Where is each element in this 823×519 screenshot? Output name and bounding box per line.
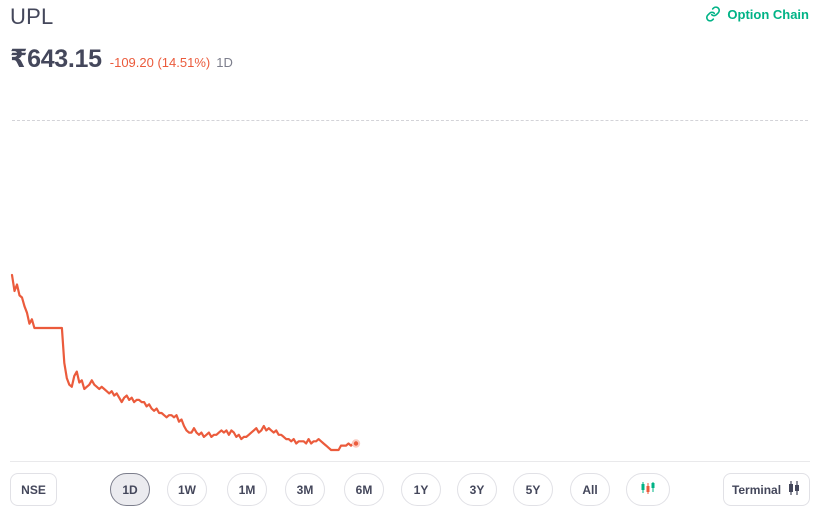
chart-controls: NSE 1D 1W 1M 3M 6M 1Y 3Y 5Y All Terminal	[0, 473, 823, 507]
range-button-1m[interactable]: 1M	[227, 473, 267, 506]
price-change: -109.20 (14.51%)	[109, 55, 211, 70]
range-button-all[interactable]: All	[570, 473, 610, 506]
price-line	[10, 273, 358, 452]
candlestick-icon	[640, 480, 656, 499]
chart-divider	[10, 461, 810, 462]
price-row: ₹643.15 -109.20 (14.51%) 1D	[10, 44, 233, 74]
option-chain-label: Option Chain	[727, 6, 809, 22]
option-chain-link[interactable]: Option Chain	[705, 6, 809, 22]
range-button-1y[interactable]: 1Y	[401, 473, 441, 506]
range-button-1d[interactable]: 1D	[110, 473, 150, 506]
terminal-label: Terminal	[731, 482, 782, 497]
candle-chart-button[interactable]	[626, 473, 670, 506]
range-button-3m[interactable]: 3M	[285, 473, 325, 506]
range-button-5y[interactable]: 5Y	[513, 473, 553, 506]
exchange-toggle[interactable]: NSE	[10, 473, 57, 506]
range-button-3y[interactable]: 3Y	[457, 473, 497, 506]
current-price: ₹643.15	[10, 45, 102, 73]
terminal-button[interactable]: Terminal	[723, 473, 810, 506]
range-button-6m[interactable]: 6M	[344, 473, 384, 506]
stock-title: UPL	[10, 4, 54, 29]
range-button-1w[interactable]: 1W	[167, 473, 207, 506]
price-chart[interactable]	[0, 125, 823, 460]
previous-close-line	[12, 120, 808, 121]
change-period: 1D	[216, 55, 233, 70]
candlestick-icon	[787, 480, 801, 499]
current-point	[351, 439, 361, 448]
link-icon	[705, 6, 721, 22]
